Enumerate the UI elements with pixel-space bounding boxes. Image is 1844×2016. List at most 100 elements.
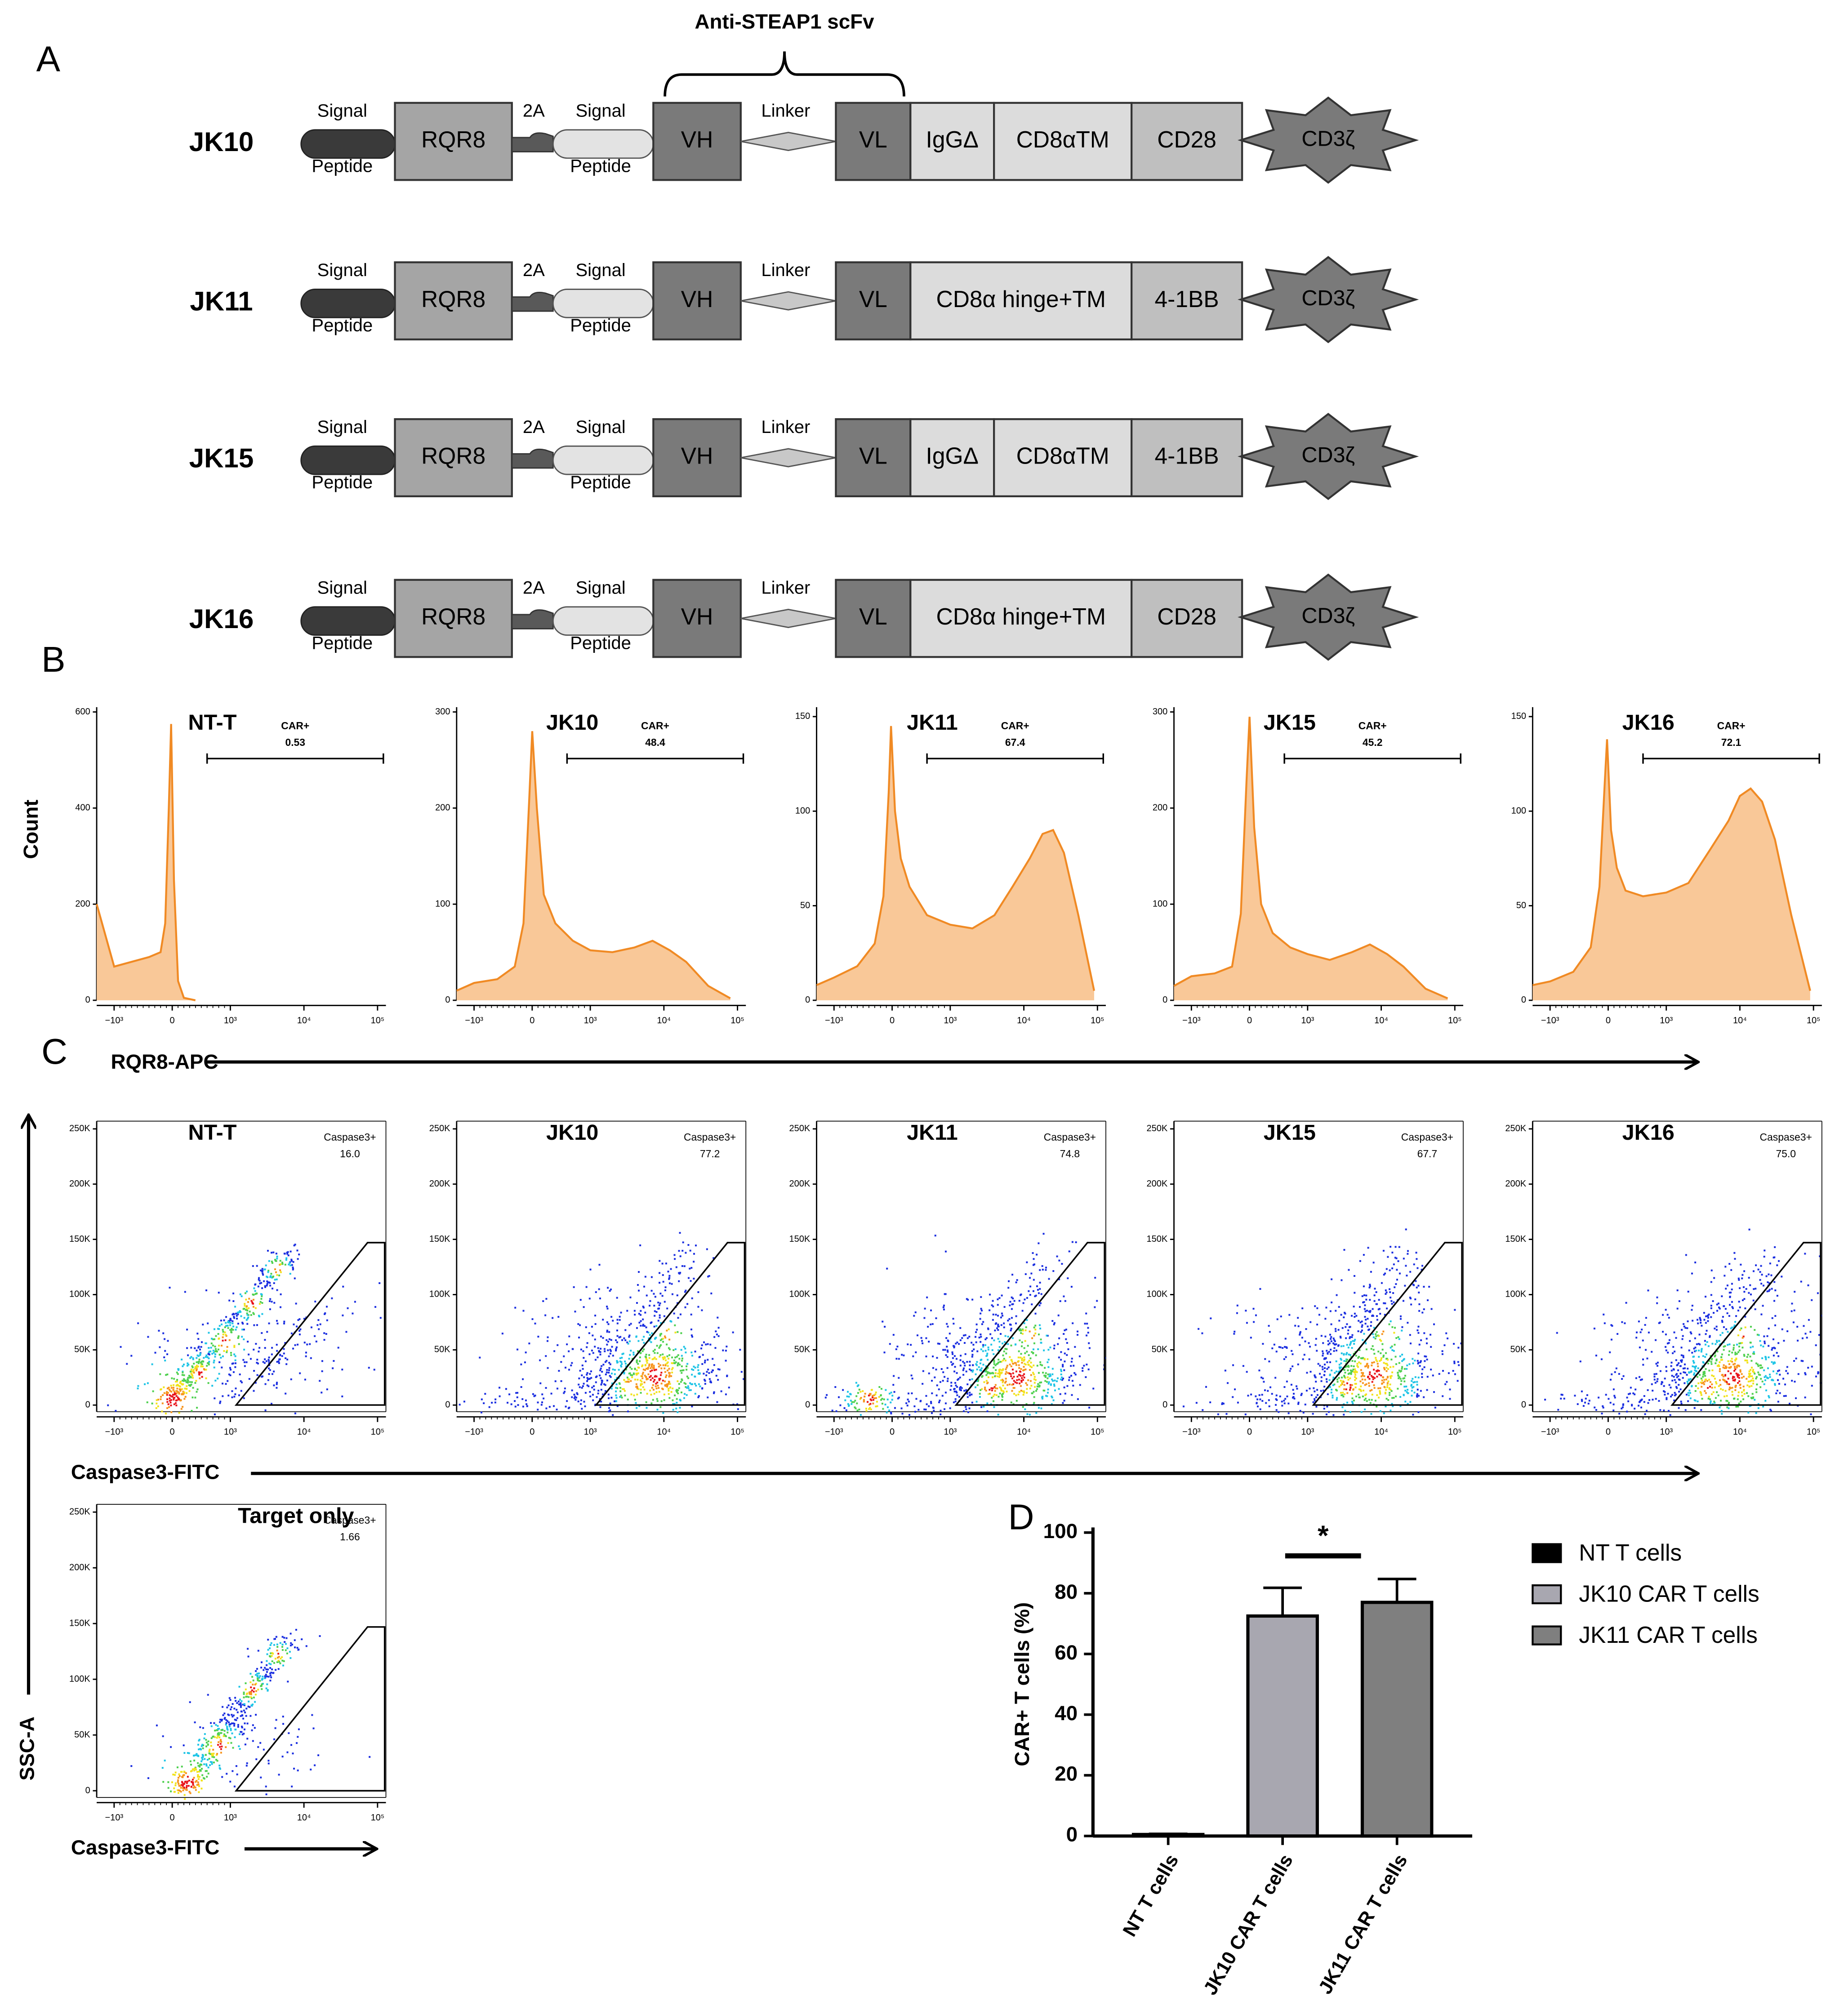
density-dot bbox=[1344, 1312, 1346, 1315]
density-dot bbox=[1053, 1347, 1055, 1350]
density-cloud bbox=[824, 1233, 1106, 1416]
density-dot bbox=[1768, 1290, 1770, 1292]
density-dot bbox=[659, 1314, 661, 1316]
density-dot bbox=[1705, 1315, 1707, 1317]
density-dot bbox=[1390, 1246, 1392, 1248]
density-dot bbox=[515, 1392, 517, 1394]
density-dot bbox=[1332, 1414, 1335, 1416]
density-dot bbox=[984, 1388, 986, 1391]
density-dot bbox=[564, 1391, 566, 1393]
y-tick-label: 50K bbox=[434, 1345, 450, 1355]
density-dot bbox=[1349, 1344, 1351, 1346]
density-dot bbox=[935, 1369, 937, 1371]
density-dot bbox=[946, 1356, 949, 1358]
density-dot bbox=[641, 1339, 644, 1341]
density-dot bbox=[662, 1274, 664, 1276]
density-dot bbox=[1721, 1320, 1723, 1322]
density-dot bbox=[678, 1383, 680, 1385]
x-tick-label: 10⁴ bbox=[657, 1427, 671, 1437]
density-dot bbox=[659, 1293, 662, 1295]
density-dot bbox=[1320, 1390, 1322, 1392]
density-dot bbox=[1292, 1396, 1295, 1398]
construct-name: JK10 bbox=[189, 127, 254, 157]
density-dot bbox=[1409, 1401, 1412, 1403]
density-dot bbox=[998, 1297, 1001, 1299]
density-dot bbox=[288, 1263, 290, 1266]
y-tick-label: 200 bbox=[435, 803, 450, 813]
x-tick-label: −10³ bbox=[105, 1813, 124, 1823]
density-dot bbox=[1330, 1340, 1332, 1343]
density-dot bbox=[689, 1249, 691, 1252]
density-dot bbox=[186, 1329, 188, 1331]
density-dot bbox=[660, 1400, 663, 1402]
density-dot bbox=[1817, 1371, 1819, 1373]
density-dot bbox=[583, 1306, 585, 1308]
density-dot bbox=[856, 1409, 859, 1412]
density-dot bbox=[230, 1729, 232, 1731]
density-dot bbox=[1577, 1403, 1579, 1405]
density-dot bbox=[886, 1398, 889, 1400]
density-dot bbox=[1416, 1360, 1419, 1362]
tm-domain-label: CD8αTM bbox=[1016, 443, 1109, 469]
density-dot bbox=[1364, 1304, 1366, 1307]
density-dot bbox=[616, 1361, 618, 1364]
density-dot bbox=[624, 1362, 627, 1365]
density-dot bbox=[1815, 1375, 1817, 1378]
density-dot bbox=[616, 1329, 618, 1332]
density-dot bbox=[1035, 1412, 1038, 1414]
density-dot bbox=[1742, 1385, 1745, 1387]
density-dot bbox=[1051, 1395, 1053, 1397]
density-dot bbox=[1730, 1360, 1732, 1362]
density-dot bbox=[986, 1410, 989, 1413]
x-tick-label: 10³ bbox=[1301, 1016, 1314, 1026]
density-dot bbox=[635, 1402, 637, 1404]
density-dot bbox=[1441, 1350, 1443, 1352]
density-dot bbox=[638, 1405, 641, 1407]
density-dot bbox=[1771, 1361, 1773, 1363]
density-dot bbox=[1728, 1354, 1730, 1356]
density-dot bbox=[198, 1371, 200, 1374]
density-dot bbox=[986, 1382, 988, 1384]
density-dot bbox=[993, 1339, 995, 1342]
density-dot bbox=[1737, 1351, 1739, 1353]
density-dot bbox=[1401, 1366, 1403, 1368]
density-dot bbox=[160, 1398, 162, 1400]
density-dot bbox=[1372, 1336, 1375, 1338]
density-dot bbox=[1017, 1393, 1020, 1396]
density-dot bbox=[691, 1297, 693, 1299]
density-dot bbox=[1278, 1346, 1280, 1348]
density-dot bbox=[1299, 1331, 1301, 1333]
density-dot bbox=[1314, 1344, 1317, 1346]
density-dot bbox=[974, 1386, 976, 1388]
density-dot bbox=[224, 1326, 226, 1329]
density-dot bbox=[212, 1350, 214, 1352]
density-dot bbox=[279, 1269, 281, 1271]
density-dot bbox=[1317, 1363, 1319, 1365]
density-dot bbox=[1383, 1274, 1385, 1276]
density-dot bbox=[284, 1253, 286, 1255]
density-dot bbox=[633, 1373, 635, 1375]
density-dot bbox=[165, 1374, 167, 1376]
density-dot bbox=[958, 1343, 960, 1345]
density-dot bbox=[1022, 1394, 1024, 1396]
gate bbox=[926, 753, 1104, 764]
density-dot bbox=[177, 1373, 179, 1375]
density-dot bbox=[264, 1339, 266, 1341]
density-dot bbox=[1391, 1349, 1394, 1351]
density-dot bbox=[1359, 1389, 1362, 1391]
density-dot bbox=[207, 1744, 209, 1746]
density-dot bbox=[1779, 1374, 1781, 1376]
density-dot bbox=[259, 1301, 262, 1303]
density-dot bbox=[997, 1315, 999, 1317]
density-dot bbox=[297, 1319, 299, 1321]
density-dot bbox=[1346, 1323, 1348, 1325]
x-tick-label: −10³ bbox=[105, 1427, 124, 1437]
density-dot bbox=[1688, 1371, 1690, 1374]
density-dot bbox=[226, 1351, 228, 1353]
density-dot bbox=[1356, 1371, 1358, 1373]
vl-domain bbox=[835, 418, 912, 497]
density-dot bbox=[1406, 1391, 1408, 1393]
density-dot bbox=[1399, 1396, 1402, 1398]
density-dot bbox=[214, 1348, 217, 1350]
density-dot bbox=[1335, 1360, 1337, 1362]
